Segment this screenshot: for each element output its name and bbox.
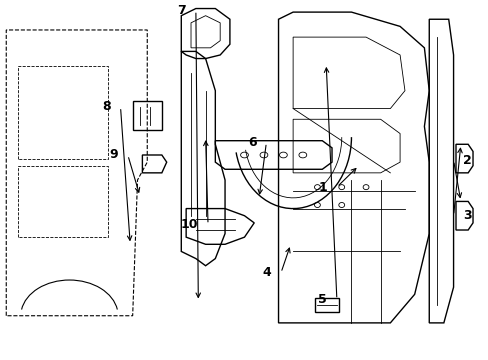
Text: 8: 8 <box>102 100 111 113</box>
Text: 1: 1 <box>318 181 326 194</box>
Text: 2: 2 <box>462 154 471 167</box>
Text: 7: 7 <box>177 4 186 17</box>
Text: 9: 9 <box>109 148 118 162</box>
Text: 5: 5 <box>318 293 326 306</box>
Text: 6: 6 <box>247 136 256 149</box>
Text: 4: 4 <box>262 266 271 279</box>
Text: 10: 10 <box>181 218 198 231</box>
Text: 3: 3 <box>462 209 471 222</box>
